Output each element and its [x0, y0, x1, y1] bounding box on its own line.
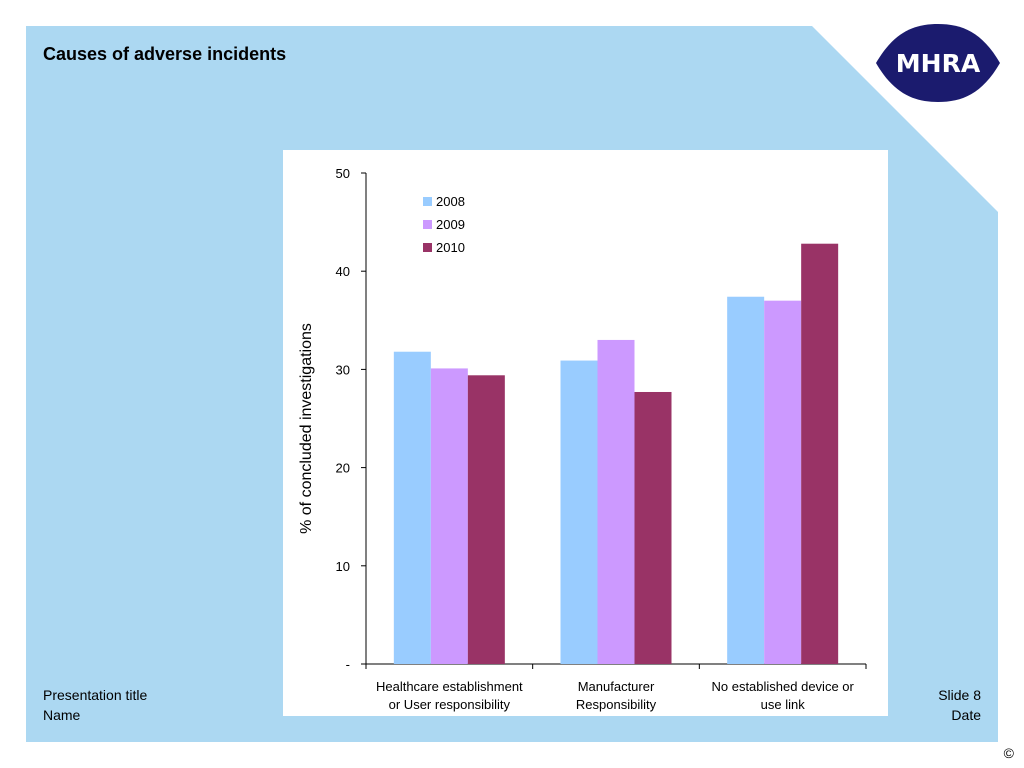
y-axis-label: % of concluded investigations [298, 323, 315, 534]
chart-legend: 2008 2009 2010 [423, 194, 465, 255]
mhra-logo-shape [876, 24, 1000, 102]
legend-swatch-2010 [423, 243, 432, 252]
footer-presentation-title: Presentation title [43, 687, 148, 703]
bar-2009-1 [430, 368, 468, 664]
x-category-label: Healthcare establishment [376, 679, 523, 694]
bar-2010-3 [801, 243, 839, 664]
legend-label-2009: 2009 [436, 217, 465, 232]
y-tick-label: 30 [336, 362, 350, 377]
x-category-label: Responsibility [576, 697, 657, 712]
bar-2008-1 [393, 351, 431, 664]
x-category-label: No established device or [711, 679, 854, 694]
x-category-label: Manufacturer [578, 679, 655, 694]
legend-label-2010: 2010 [436, 240, 465, 255]
y-tick-label: 50 [336, 166, 350, 181]
footer-name: Name [43, 707, 81, 723]
bar-2010-2 [634, 391, 672, 664]
mhra-logo: MHRA [876, 24, 1000, 102]
bar-2008-2 [560, 360, 598, 664]
y-tick-label: 40 [336, 264, 350, 279]
bar-2008-3 [727, 296, 765, 664]
y-tick-label: 10 [336, 559, 350, 574]
chart-bars [393, 243, 839, 664]
bar-2009-3 [764, 300, 802, 664]
legend-swatch-2008 [423, 197, 432, 206]
y-tick-label: - [346, 657, 350, 672]
bar-chart: - 10 20 30 40 50 Healthcare establishment or Us… [298, 166, 867, 712]
x-category-label: or User responsibility [389, 697, 511, 712]
copyright-symbol: © [1003, 745, 1014, 761]
legend-label-2008: 2008 [436, 194, 465, 209]
footer-slide-number: Slide 8 [938, 687, 981, 703]
footer-date: Date [951, 707, 981, 723]
chart-panel: - 10 20 30 40 50 Healthcare establishment or Us… [283, 150, 888, 716]
slide-title: Causes of adverse incidents [43, 44, 287, 64]
legend-swatch-2009 [423, 220, 432, 229]
mhra-logo-text: MHRA [896, 49, 981, 78]
y-tick-label: 20 [336, 461, 350, 476]
bar-2009-2 [597, 339, 635, 664]
x-category-label: use link [761, 697, 806, 712]
bar-2010-1 [467, 375, 505, 664]
